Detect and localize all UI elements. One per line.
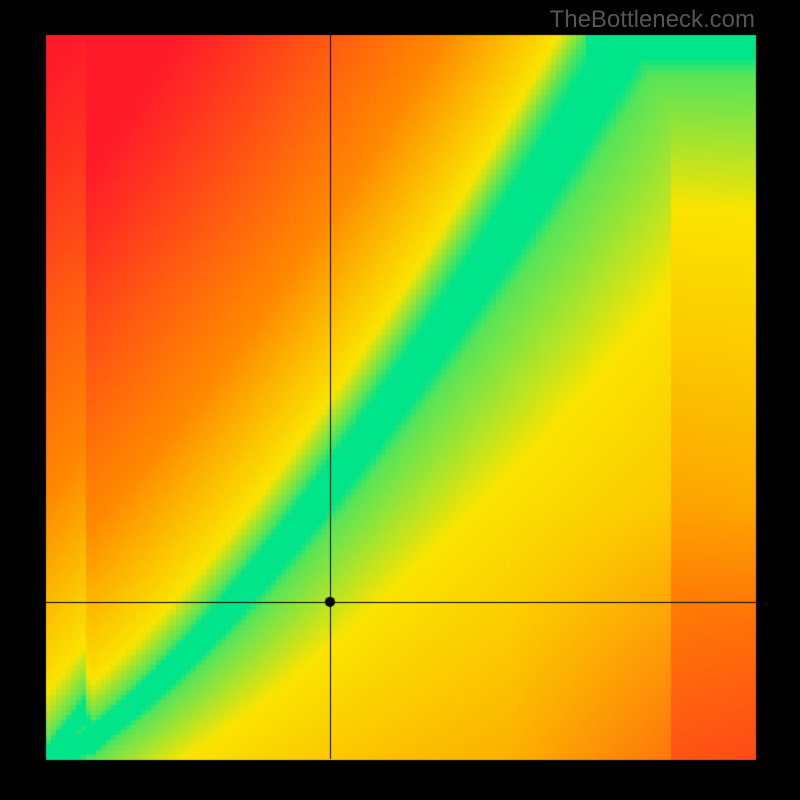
bottleneck-heatmap bbox=[0, 0, 800, 800]
chart-container: TheBottleneck.com bbox=[0, 0, 800, 800]
